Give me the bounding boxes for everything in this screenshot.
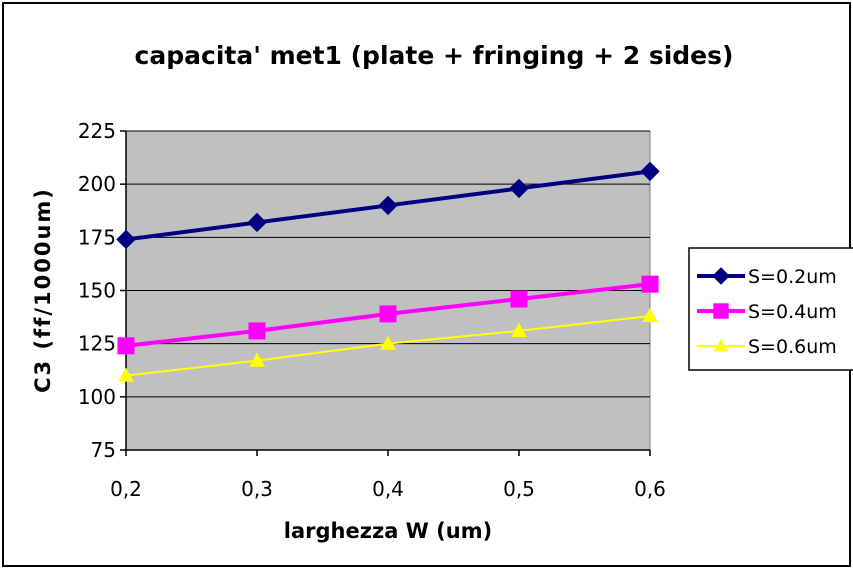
- legend-label: S=0.6um: [748, 336, 837, 358]
- data-point-square: [510, 290, 528, 308]
- data-point-diamond: [509, 178, 529, 199]
- x-tick-label: 0,4: [372, 477, 404, 501]
- y-tick-label: 175: [78, 225, 116, 249]
- data-point-diamond: [247, 212, 267, 233]
- legend-label: S=0.2um: [748, 266, 837, 288]
- x-tick-labels: 0,2 0,3 0,4 0,5 0,6: [110, 477, 666, 501]
- data-point-diamond: [640, 161, 660, 182]
- y-tick-label: 100: [78, 385, 116, 409]
- data-point-triangle: [380, 335, 396, 350]
- chart-title: capacita' met1 (plate + fringing + 2 sid…: [135, 41, 734, 70]
- x-tick-label: 0,5: [503, 477, 535, 501]
- x-tick-label: 0,6: [634, 477, 666, 501]
- data-point-triangle: [642, 307, 658, 323]
- data-point-diamond: [712, 267, 730, 285]
- y-axis-title: C3 (ff/1000um): [31, 187, 55, 393]
- data-point-triangle: [713, 338, 729, 352]
- x-tick-label: 0,2: [110, 477, 142, 501]
- x-tick-label: 0,3: [241, 477, 273, 501]
- legend: S=0.2um S=0.4um S=0.6um: [688, 247, 853, 371]
- data-point-square: [248, 322, 266, 340]
- series-2: [117, 275, 659, 355]
- data-point-triangle: [249, 352, 265, 367]
- series-1: [116, 161, 660, 250]
- y-tick-labels: 75 100 125 150 175 200 225: [78, 119, 116, 462]
- legend-label: S=0.4um: [748, 301, 837, 323]
- y-tick-label: 225: [78, 119, 116, 143]
- legend-entry: S=0.2um: [697, 266, 837, 288]
- legend-entry: S=0.4um: [697, 301, 837, 323]
- data-point-square: [117, 337, 135, 355]
- data-point-diamond: [378, 195, 398, 216]
- data-point-square: [713, 303, 729, 319]
- y-tick-label: 75: [91, 438, 116, 462]
- series-3: [118, 307, 658, 382]
- data-point-square: [379, 305, 397, 323]
- y-tick-label: 125: [78, 332, 116, 356]
- y-tick-label: 200: [78, 172, 116, 196]
- x-axis-title: larghezza W (um): [284, 519, 492, 543]
- data-point-square: [641, 275, 659, 293]
- series-group: [116, 161, 660, 382]
- data-point-triangle: [511, 322, 527, 338]
- y-tick-label: 150: [78, 279, 116, 303]
- data-point-diamond: [116, 229, 136, 250]
- data-point-triangle: [118, 367, 134, 382]
- legend-entry: S=0.6um: [697, 336, 837, 358]
